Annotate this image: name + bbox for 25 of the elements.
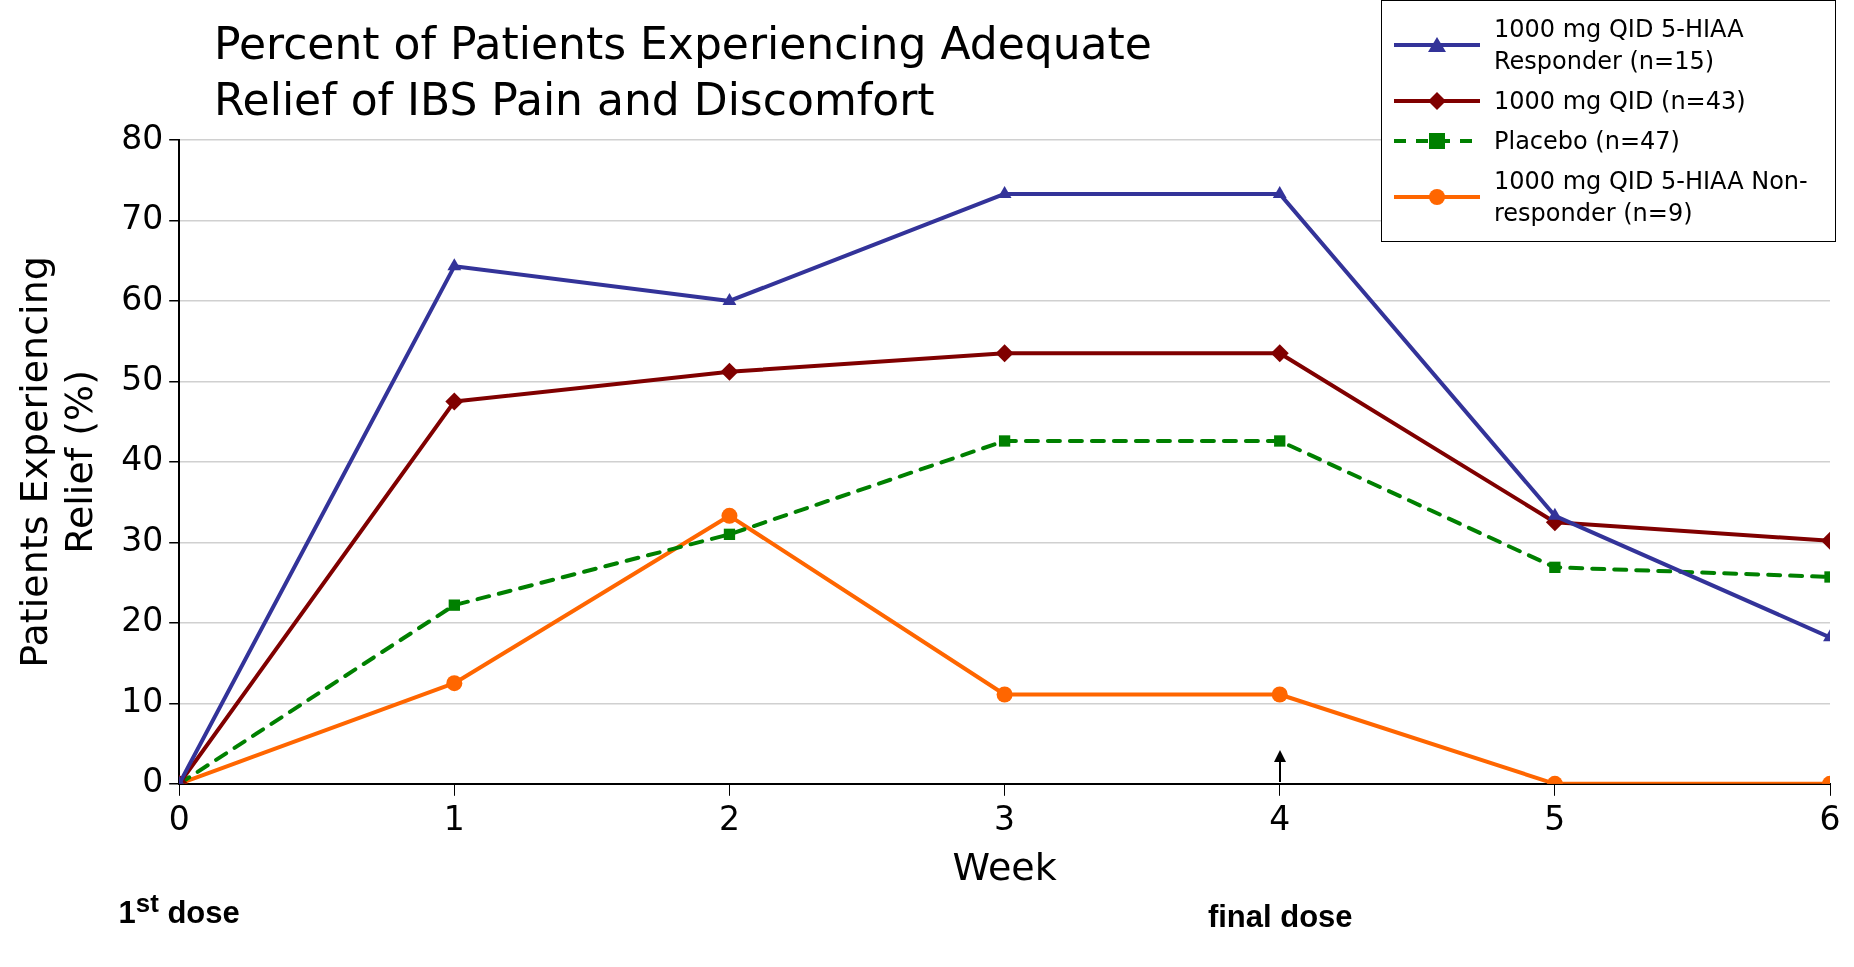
x-tick-label: 3	[994, 799, 1016, 839]
legend-label: 1000 mg QID (n=43)	[1494, 86, 1746, 117]
legend-label: 1000 mg QID 5-HIAA Responder (n=15)	[1494, 14, 1745, 77]
y-tick-label: 50	[121, 359, 164, 398]
text: 1$^{st}$ dose	[118, 888, 240, 932]
x-tick-label: 0	[168, 799, 190, 839]
x-tick-label: 4	[1269, 799, 1291, 839]
x-tick-label: 2	[718, 799, 740, 839]
legend-label: 1000 mg QID 5-HIAA Non-responder (n=9)	[1494, 166, 1809, 229]
x-tick-label: 5	[1544, 799, 1566, 839]
y-tick-label: 80	[121, 117, 164, 157]
y-tick-label: 70	[121, 198, 164, 238]
chart-title: Percent of Patients Experiencing Adequate Relief of IBS Pain and Discomfort	[214, 17, 1153, 127]
y-tick-label: 20	[121, 600, 164, 640]
y-axis-title: Patients Experiencing Relief (%)	[11, 256, 102, 668]
y-tick-label: 40	[121, 439, 164, 479]
x-tick-label: 6	[1819, 799, 1841, 839]
y-tick-label: 30	[121, 519, 164, 559]
x-axis-title: Week	[952, 845, 1057, 890]
text: final dose	[1207, 898, 1353, 935]
y-tick-label: 0	[142, 761, 164, 801]
legend-label: Placebo (n=47)	[1494, 126, 1680, 157]
y-tick-label: 60	[121, 278, 164, 318]
x-tick-label: 1	[443, 799, 465, 839]
y-tick-label: 10	[121, 680, 164, 720]
